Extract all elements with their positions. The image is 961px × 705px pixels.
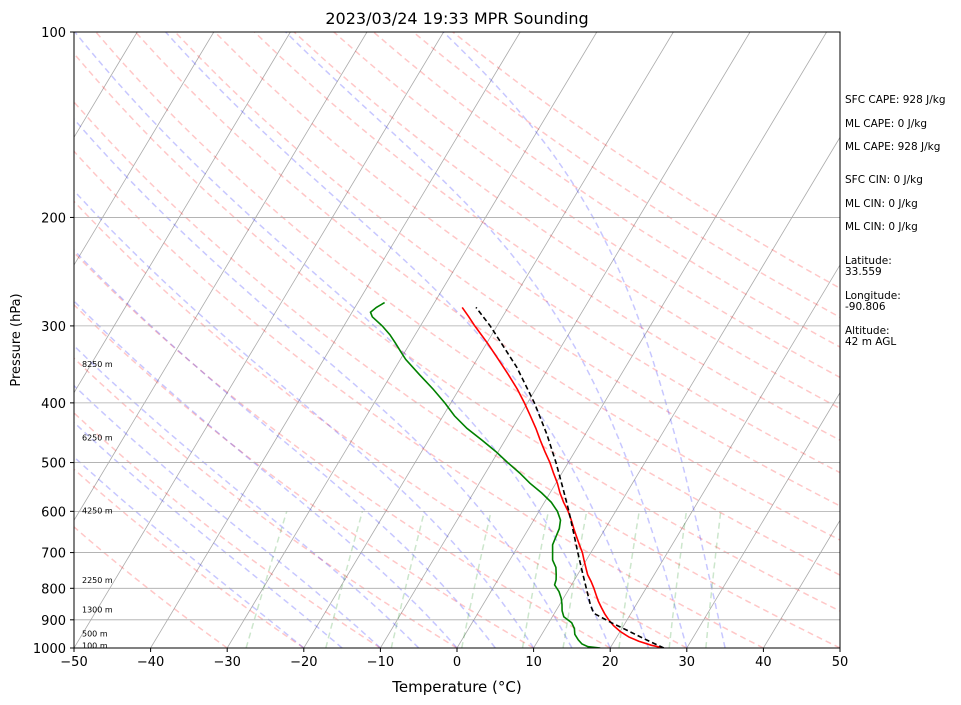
y-tick-label: 400	[41, 397, 66, 412]
dry-adiabat-line	[74, 411, 381, 648]
x-tick-label: 40	[755, 655, 772, 670]
x-tick-label: 30	[679, 655, 696, 670]
mixing-ratio-line	[705, 511, 722, 648]
y-tick-label: 100	[41, 26, 66, 41]
moist-adiabat-line	[165, 32, 650, 648]
y-tick-label: 200	[41, 211, 66, 226]
isotherm-line	[686, 391, 840, 648]
y-tick-label: 500	[41, 457, 66, 472]
moist-adiabat-line	[74, 189, 535, 648]
isotherm-line	[74, 32, 368, 522]
isotherm-line	[74, 32, 444, 648]
height-label: 100 m	[82, 641, 108, 650]
moist-adiabat-line	[74, 421, 343, 648]
sounding-parameter: ML CIN: 0 J/kg	[845, 198, 918, 210]
y-tick-label: 800	[41, 582, 66, 597]
isotherm-line	[74, 32, 215, 266]
y-tick-label: 900	[41, 614, 66, 629]
moist-adiabat-line	[74, 32, 611, 648]
pressure-gridlines	[74, 32, 840, 648]
isotherm-line	[763, 519, 840, 648]
dewpoint-trace	[369, 301, 601, 648]
temperature-trace	[461, 306, 664, 648]
x-tick-label: −10	[367, 655, 394, 670]
sounding-parameter: SFC CAPE: 928 J/kg	[845, 94, 946, 106]
dry-adiabat-line	[174, 32, 840, 507]
mixing-ratio-line	[390, 511, 426, 648]
dry-adiabat-line	[74, 303, 534, 648]
height-label: 1300 m	[82, 606, 113, 615]
x-axis-ticks: −50 −40 −30 −20 −10 0 10 20 30 40 50	[60, 648, 848, 670]
parcel-trace	[475, 306, 665, 648]
dry-adiabat-line	[74, 525, 228, 648]
dry-adiabat-line	[74, 251, 611, 648]
y-tick-label: 1000	[33, 642, 66, 657]
x-tick-label: −50	[60, 655, 87, 670]
y-tick-label: 700	[41, 547, 66, 562]
moist-adiabat-line	[285, 32, 688, 648]
moist-adiabat-line	[74, 249, 496, 648]
dry-adiabat-line	[74, 150, 764, 648]
dry-adiabat-line	[74, 468, 305, 648]
moist-adiabat-line	[74, 384, 381, 648]
dry-adiabat-line	[214, 32, 840, 474]
height-label: 6250 m	[82, 434, 113, 443]
x-tick-label: 20	[602, 655, 619, 670]
sounding-parameter: Latitude: 33.559	[845, 255, 892, 278]
sounding-parameter: ML CAPE: 0 J/kg	[845, 118, 928, 130]
sounding-parameter: ML CIN: 0 J/kg	[845, 221, 918, 233]
dry-adiabat-line	[333, 32, 840, 379]
plot-frame	[73, 31, 841, 649]
dry-adiabat-line	[74, 357, 458, 648]
dry-adiabat-line	[74, 200, 688, 648]
sounding-parameter: Longitude: -90.806	[845, 290, 901, 313]
height-label: 500 m	[82, 629, 108, 638]
moist-adiabat-line	[74, 117, 573, 648]
isotherm-line	[74, 32, 138, 139]
dry-adiabat-line	[95, 32, 840, 576]
isotherm-line	[226, 32, 598, 648]
isotherm-line	[150, 32, 521, 648]
y-tick-label: 600	[41, 505, 66, 520]
x-tick-label: −40	[137, 655, 164, 670]
sounding-parameter: ML CAPE: 928 J/kg	[845, 141, 941, 153]
dry-adiabat-line	[74, 52, 840, 612]
isotherm-line	[380, 32, 751, 648]
sounding-traces	[369, 301, 665, 648]
isotherm-line	[303, 32, 674, 648]
dry-adiabat-line	[134, 32, 840, 541]
height-label: 8250 m	[82, 360, 113, 369]
dry-adiabat-line	[373, 32, 840, 348]
isotherm-line	[74, 32, 291, 394]
y-tick-label: 300	[41, 320, 66, 335]
isotherm-line	[609, 264, 840, 648]
height-label: 2250 m	[82, 576, 113, 585]
moist-adiabat-line	[74, 455, 305, 648]
dry-adiabat-line	[74, 100, 840, 648]
moist-adiabat-line	[74, 344, 420, 648]
y-axis-label: Pressure (hPa)	[9, 293, 24, 386]
mixing-ratio-line	[668, 511, 688, 648]
x-tick-label: 0	[453, 655, 461, 670]
isotherm-line	[456, 32, 827, 648]
moist-adiabat-line	[442, 32, 726, 648]
height-label: 4250 m	[82, 506, 113, 515]
y-axis-ticks: 100 200 300 400 500 600 700 800 900 1000	[33, 26, 74, 657]
background-lines	[74, 32, 840, 648]
x-tick-label: 50	[832, 655, 849, 670]
dry-adiabat-line	[452, 32, 840, 290]
sounding-parameter: Altitude: 42 m AGL	[845, 325, 897, 348]
chart-title: 2023/03/24 19:33 MPR Sounding	[325, 9, 588, 28]
x-tick-label: 10	[525, 655, 542, 670]
x-axis-label: Temperature (°C)	[391, 678, 521, 696]
moist-adiabat-line	[74, 300, 458, 648]
height-labels: 100 m 500 m 1300 m 2250 m 4250 m 6250 m 8250 m	[82, 360, 113, 651]
isotherm-line	[533, 136, 840, 648]
x-tick-label: −20	[290, 655, 317, 670]
x-tick-label: −30	[213, 655, 240, 670]
sounding-parameter: SFC CIN: 0 J/kg	[845, 174, 923, 186]
